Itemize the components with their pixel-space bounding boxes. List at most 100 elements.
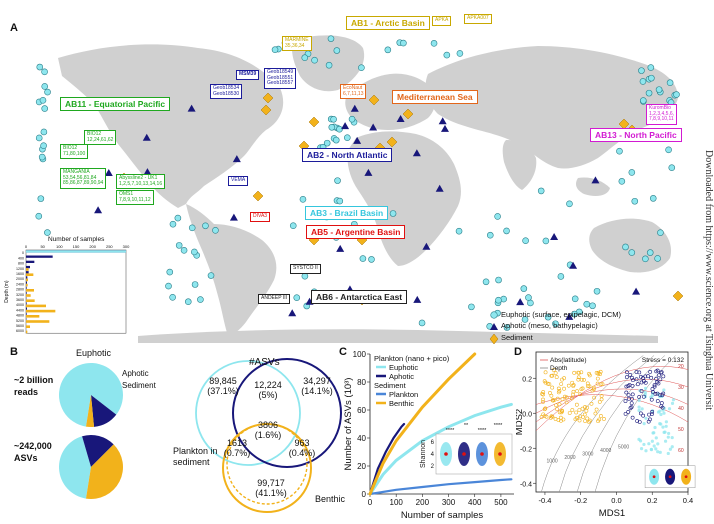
cruise-label: Abyssline2 - UK1 1,2,5,7,10,13,14,16	[116, 174, 166, 189]
euphotic-marker	[645, 89, 653, 97]
aphotic-point	[630, 375, 634, 380]
euphotic-marker	[665, 146, 672, 154]
series-line	[368, 402, 513, 496]
histogram-bar	[26, 289, 34, 292]
sediment-point	[543, 406, 548, 411]
aphotic-point	[650, 409, 655, 414]
euphotic-marker	[542, 237, 550, 245]
cruise-label: MARMINE 35,36,34	[282, 36, 312, 51]
aphotic-marker	[229, 213, 238, 221]
sediment-point	[577, 370, 581, 375]
aphotic-point	[649, 375, 654, 380]
euphotic-marker	[654, 255, 661, 262]
pie-label-sediment: Sediment	[122, 381, 156, 390]
euphotic-marker	[668, 164, 676, 171]
euphotic-marker	[628, 169, 636, 176]
cruise-label: Geob18549 Geob18551 Geob18557	[264, 68, 297, 89]
aphotic-point	[656, 381, 661, 386]
sediment-point	[554, 375, 559, 379]
sediment-point	[557, 402, 562, 407]
sediment-point	[563, 394, 567, 399]
aphotic-point	[626, 410, 631, 414]
euphotic-marker	[486, 231, 494, 239]
euphotic-marker	[455, 227, 463, 235]
euphotic-point	[664, 424, 668, 428]
tick-label: 20	[357, 462, 366, 471]
pie-slice	[82, 435, 114, 467]
euphotic-marker	[522, 237, 529, 245]
sediment-point	[553, 417, 558, 421]
histogram-frame	[25, 249, 127, 334]
venn-circle-benthic	[222, 423, 312, 513]
euphotic-marker	[334, 177, 341, 184]
tick-label: 3600	[16, 298, 24, 302]
euphotic-marker	[359, 255, 367, 262]
aphotic-point	[635, 419, 640, 423]
violin-mean	[668, 475, 672, 479]
sediment-point	[570, 380, 575, 385]
signif-label: ****	[446, 428, 455, 434]
euphotic-point	[658, 450, 662, 454]
euphotic-marker	[330, 115, 337, 123]
euphotic-marker	[37, 195, 45, 202]
depth-contour	[541, 355, 644, 493]
euphotic-marker	[327, 35, 335, 42]
tick-label: 0	[368, 498, 373, 507]
tick-label: 2800	[16, 288, 24, 292]
sediment-point	[587, 384, 592, 389]
sediment-point	[557, 389, 562, 393]
venn-title: #ASVs	[249, 357, 280, 368]
basin-label-ab2: AB2 - North Atlantic	[302, 148, 393, 162]
euphotic-point	[651, 431, 655, 435]
aphotic-point	[637, 370, 642, 375]
sediment-point	[558, 415, 563, 420]
basin-label-med: Mediterranean Sea	[392, 90, 478, 104]
sediment-point	[585, 381, 590, 386]
sediment-point	[547, 382, 552, 386]
histogram-bar	[26, 299, 35, 302]
aphotic-marker	[591, 176, 600, 184]
euphotic-marker	[166, 268, 174, 276]
euphotic-marker	[174, 214, 182, 222]
sediment-point	[580, 386, 585, 391]
euphotic-point	[642, 442, 646, 447]
tick-label: 50	[40, 244, 45, 249]
euphotic-point	[650, 394, 654, 398]
euphotic-marker	[358, 64, 365, 72]
euphotic-point	[652, 444, 656, 448]
signif-label: ****	[494, 423, 503, 429]
aphotic-point	[629, 401, 634, 406]
tick-label: 6	[431, 440, 435, 446]
panel-d-letter: D	[514, 346, 522, 358]
tick-label: 300	[123, 244, 130, 249]
sediment-point	[575, 389, 579, 394]
aphotic-point	[643, 374, 648, 379]
legend-euphotic: Euphotic (surface, epipelagic, DCM)	[501, 310, 622, 319]
aphotic-marker	[350, 104, 359, 112]
sediment-point	[595, 381, 600, 386]
histogram-bar	[26, 276, 28, 279]
pie-slice	[59, 363, 124, 427]
aphotic-marker	[422, 242, 431, 250]
aphotic-marker	[94, 206, 103, 214]
euphotic-point	[637, 405, 641, 409]
sediment-point	[584, 408, 589, 413]
euphotic-point	[670, 401, 675, 405]
euphotic-marker	[631, 197, 639, 205]
euphotic-marker	[184, 298, 192, 306]
aphotic-point	[650, 387, 655, 391]
violin-mean	[462, 452, 466, 456]
sediment-point	[582, 377, 586, 382]
tick-label: 500	[494, 498, 508, 507]
sediment-point	[598, 369, 603, 374]
sediment-point	[559, 382, 564, 386]
aphotic-marker	[142, 133, 151, 141]
euphotic-point	[668, 447, 673, 451]
euphotic-marker	[328, 123, 336, 131]
x-axis-label: Number of samples	[401, 510, 484, 521]
sediment-point	[550, 385, 555, 390]
histogram-bar	[26, 304, 46, 308]
aphotic-marker	[232, 155, 241, 163]
histogram-bar	[26, 307, 27, 310]
sediment-point	[596, 371, 601, 376]
